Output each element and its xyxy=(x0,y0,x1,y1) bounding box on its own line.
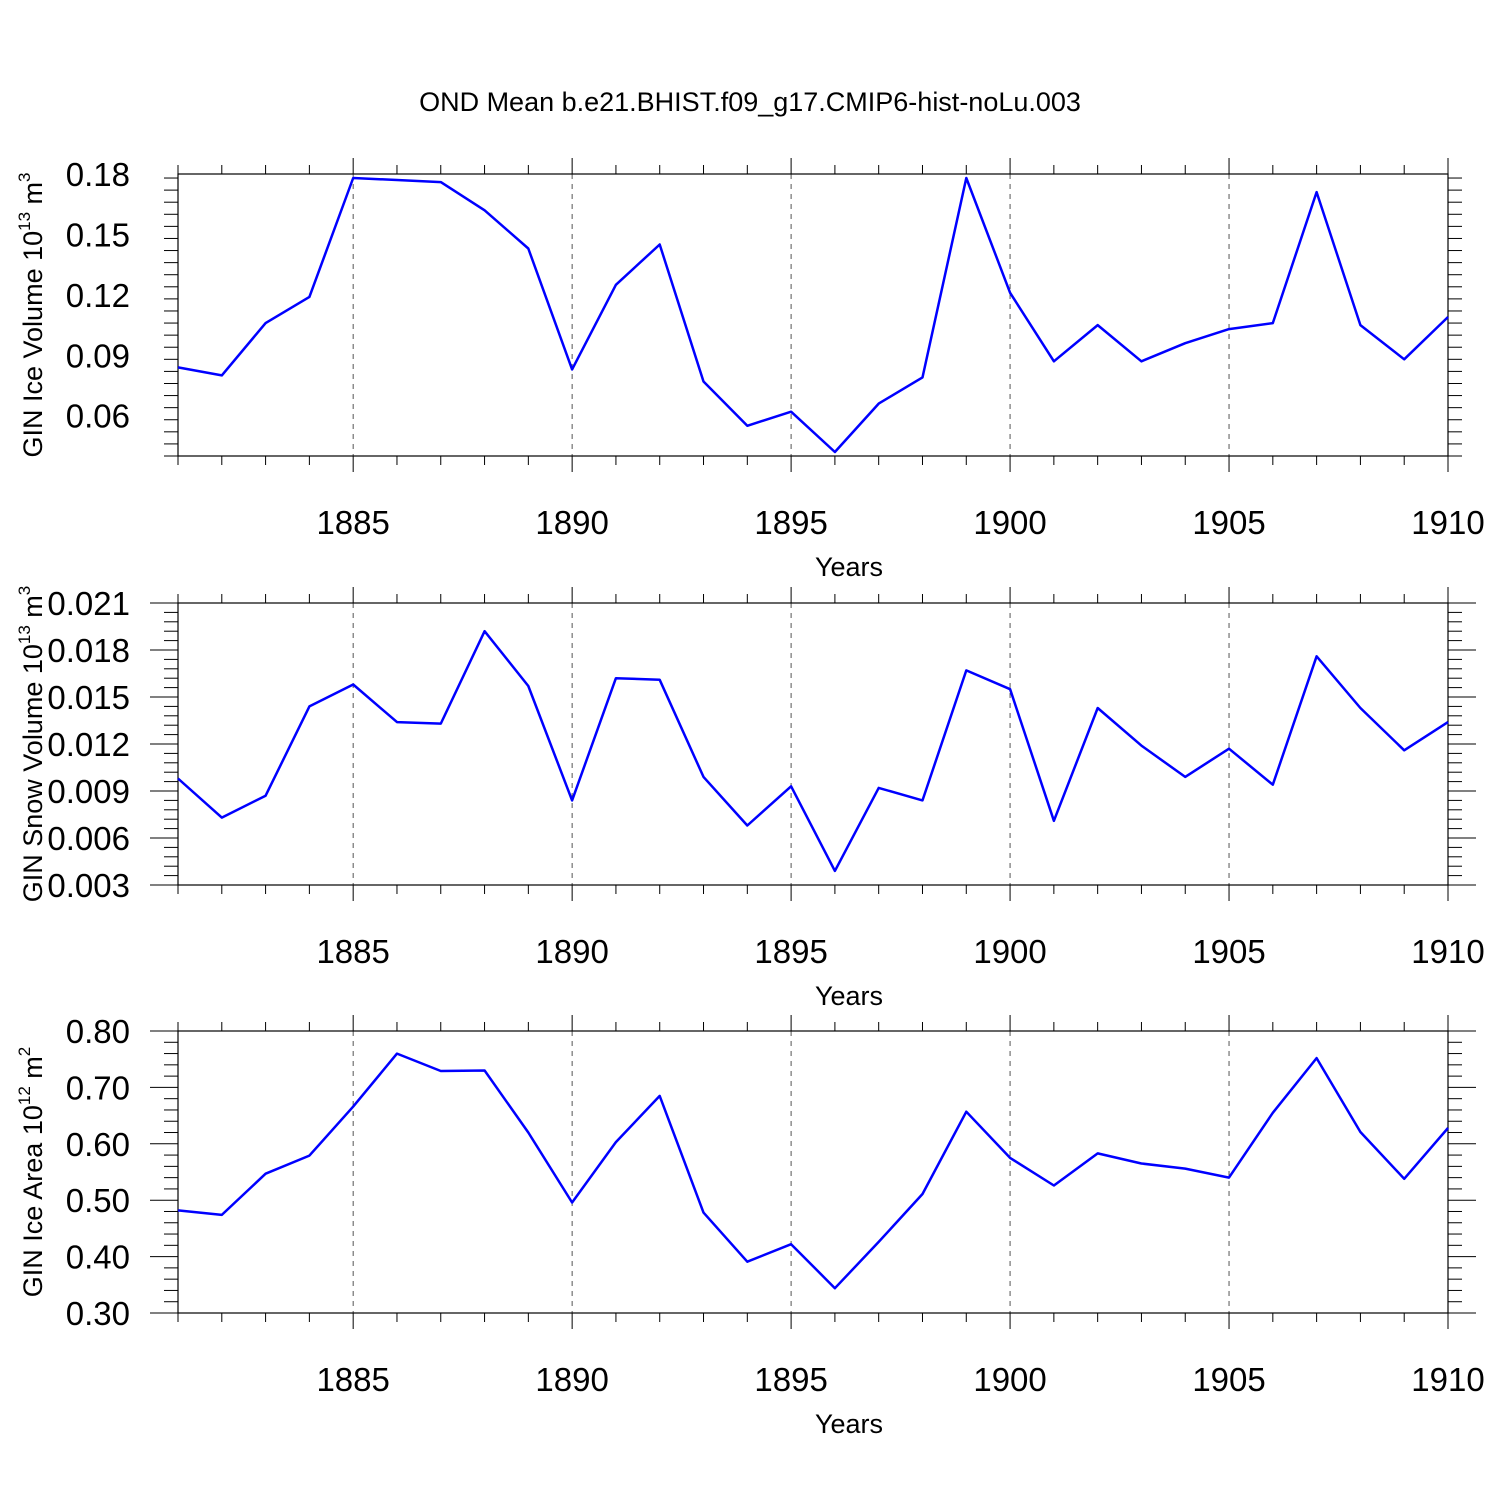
y-axis-label-exponent: 13 xyxy=(15,625,34,644)
x-axis-label: Years xyxy=(815,1409,883,1439)
y-tick-label: 0.40 xyxy=(66,1239,130,1276)
x-tick-label: 1895 xyxy=(754,504,827,541)
y-axis-label-unit: m xyxy=(18,595,48,625)
x-tick-label: 1890 xyxy=(535,1361,608,1398)
y-tick-label: 0.15 xyxy=(66,216,130,253)
x-axis-label: Years xyxy=(815,552,883,582)
y-axis-label: GIN Ice Volume 1013 m3 xyxy=(15,172,48,457)
y-tick-label: 0.018 xyxy=(47,632,130,669)
series-line xyxy=(177,629,1449,873)
x-tick-label: 1905 xyxy=(1192,1361,1265,1398)
y-axis-label: GIN Ice Area 1012 m2 xyxy=(15,1047,48,1298)
series-line xyxy=(177,176,1449,454)
panel-1: 1885 1890 1895 1900 1905 1910 Years 0.06 0.09 0.1… xyxy=(15,156,1485,582)
series-line xyxy=(177,1052,1449,1290)
panel-2: 1885 1890 1895 1900 1905 1910 Years 0.003 0.006 0… xyxy=(15,585,1485,1011)
x-tick-label: 1905 xyxy=(1192,933,1265,970)
x-tick-label: 1910 xyxy=(1411,504,1484,541)
y-axis-label: GIN Snow Volume 1013 m3 xyxy=(15,586,48,903)
y-axis-label-unit: m xyxy=(18,1056,48,1086)
y-tick-label: 0.006 xyxy=(47,820,130,857)
y-axis-label-text: GIN Ice Area 10 xyxy=(18,1105,48,1297)
y-tick-label: 0.80 xyxy=(66,1013,130,1050)
y-tick-label: 0.09 xyxy=(66,337,130,374)
y-tick-label: 0.015 xyxy=(47,679,130,716)
x-tick-label: 1895 xyxy=(754,933,827,970)
y-axis-label-text: GIN Ice Volume 10 xyxy=(18,231,48,458)
y-tick-label: 0.18 xyxy=(66,156,130,193)
y-axis-label-exponent: 12 xyxy=(15,1086,34,1105)
y-tick-label: 0.009 xyxy=(47,773,130,810)
panel-3: 1885 1890 1895 1900 1905 1910 Years 0.30 0.40 0.5… xyxy=(15,1013,1485,1439)
panels: 1885 1890 1895 1900 1905 1910 Years 0.06 0.09 0.1… xyxy=(15,156,1485,1439)
y-axis-label-exponent: 13 xyxy=(15,212,34,231)
x-tick-label: 1910 xyxy=(1411,933,1484,970)
x-tick-label: 1885 xyxy=(316,1361,389,1398)
plot-frame xyxy=(177,1030,1449,1314)
y-tick-label: 0.012 xyxy=(47,726,130,763)
x-tick-label: 1905 xyxy=(1192,504,1265,541)
y-axis-label-unit: m xyxy=(18,182,48,212)
x-tick-label: 1895 xyxy=(754,1361,827,1398)
y-tick-label: 0.003 xyxy=(47,867,130,904)
y-tick-label: 0.06 xyxy=(66,398,130,435)
y-tick-label: 0.70 xyxy=(66,1069,130,1106)
y-tick-label: 0.12 xyxy=(66,277,130,314)
x-tick-label: 1885 xyxy=(316,933,389,970)
y-tick-label: 0.021 xyxy=(47,585,130,622)
y-tick-label: 0.50 xyxy=(66,1182,130,1219)
y-tick-label: 0.30 xyxy=(66,1295,130,1332)
plot-frame xyxy=(177,173,1449,457)
x-tick-label: 1890 xyxy=(535,933,608,970)
x-tick-label: 1900 xyxy=(973,504,1046,541)
y-axis-label-unit-exponent: 2 xyxy=(15,1047,34,1056)
x-tick-label: 1890 xyxy=(535,504,608,541)
y-axis-label-unit-exponent: 3 xyxy=(15,586,34,595)
y-tick-label: 0.60 xyxy=(66,1126,130,1163)
x-tick-label: 1885 xyxy=(316,504,389,541)
x-tick-label: 1900 xyxy=(973,933,1046,970)
plot-frame xyxy=(177,602,1449,886)
y-axis-label-unit-exponent: 3 xyxy=(15,172,34,181)
chart-title: OND Mean b.e21.BHIST.f09_g17.CMIP6-hist-… xyxy=(419,87,1081,117)
x-tick-label: 1910 xyxy=(1411,1361,1484,1398)
y-axis-label-text: GIN Snow Volume 10 xyxy=(18,644,48,902)
x-tick-label: 1900 xyxy=(973,1361,1046,1398)
x-axis-label: Years xyxy=(815,981,883,1011)
